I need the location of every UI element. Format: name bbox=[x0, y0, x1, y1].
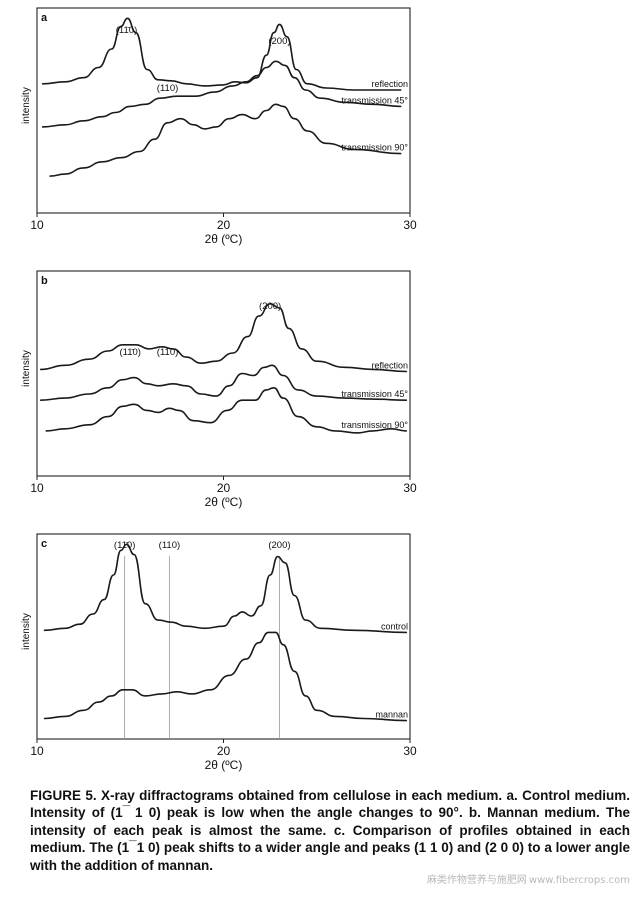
x-tick-label: 30 bbox=[403, 218, 417, 232]
x-tick-label: 10 bbox=[30, 218, 44, 232]
caption-text: X-ray diffractograms obtained from cellu… bbox=[30, 788, 630, 873]
series-label: transmission 90° bbox=[341, 420, 408, 430]
series-line-transmission-90- bbox=[45, 387, 408, 434]
watermark: 麻类作物营养与施肥网 www.fibercrops.com bbox=[425, 871, 630, 886]
plot-frame bbox=[36, 7, 411, 214]
panel-c: c 10 20 30 2θ (ºC) intensity (11̄0) (110) (200) c… bbox=[0, 526, 640, 781]
series-label: mannan bbox=[375, 710, 408, 720]
panel-b: b 10 20 30 2θ (ºC) intensity (11̄0) (110) (200) r… bbox=[0, 263, 640, 518]
panel-letter: c bbox=[41, 538, 47, 550]
peak-label: (110) bbox=[157, 83, 178, 94]
x-tick-label: 20 bbox=[217, 744, 231, 758]
x-axis-label: 2θ (ºC) bbox=[205, 758, 243, 772]
peak-label: (11̄0) bbox=[120, 347, 141, 358]
series-line-reflection bbox=[39, 303, 408, 373]
watermark-cn: 麻类作物营养与施肥网 bbox=[426, 875, 527, 886]
x-tick-label: 20 bbox=[217, 218, 231, 232]
series-line-transmission-90- bbox=[49, 103, 402, 177]
panel-letter: a bbox=[41, 12, 48, 24]
y-axis-label: intensity bbox=[21, 350, 32, 387]
series-label: control bbox=[381, 621, 408, 631]
series-line-reflection bbox=[41, 17, 402, 91]
series-label: transmission 90° bbox=[341, 143, 408, 153]
figure-caption: FIGURE 5. X-ray diffractograms obtained … bbox=[30, 787, 630, 874]
x-tick-label: 10 bbox=[30, 481, 44, 495]
series-line-control bbox=[43, 543, 408, 634]
watermark-url: www.fibercrops.com bbox=[528, 875, 630, 886]
series-label: transmission 45° bbox=[341, 95, 408, 105]
panel-a: a 10 20 30 2θ (ºC) intensity (11̄0) (110) (200) r… bbox=[0, 0, 640, 255]
y-axis-label: intensity bbox=[21, 87, 32, 124]
peak-label: (110) bbox=[157, 347, 178, 358]
series-label: transmission 45° bbox=[341, 389, 408, 399]
series-label: reflection bbox=[371, 360, 408, 370]
plot-frame bbox=[36, 270, 411, 477]
peak-label: (200) bbox=[268, 36, 290, 47]
peak-label: (11̄0) bbox=[116, 25, 137, 36]
series-label: reflection bbox=[371, 79, 408, 89]
caption-label: FIGURE 5. bbox=[30, 788, 97, 803]
panel-letter: b bbox=[41, 275, 48, 287]
series-line-mannan bbox=[43, 631, 408, 722]
peak-label: (200) bbox=[268, 540, 290, 551]
y-axis-label: intensity bbox=[21, 613, 32, 650]
x-tick-label: 30 bbox=[403, 744, 417, 758]
series-line-transmission-45- bbox=[41, 60, 402, 128]
plot-frame bbox=[36, 533, 411, 740]
peak-label: (200) bbox=[259, 301, 281, 312]
x-axis-label: 2θ (ºC) bbox=[205, 232, 243, 246]
series-line-transmission-45- bbox=[39, 364, 408, 401]
x-tick-label: 10 bbox=[30, 744, 44, 758]
chart-a-svg: a 10 20 30 2θ (ºC) intensity (11̄0) (110) (200) r… bbox=[21, 7, 417, 246]
x-tick-label: 30 bbox=[403, 481, 417, 495]
x-tick-label: 20 bbox=[217, 481, 231, 495]
chart-b-svg: b 10 20 30 2θ (ºC) intensity (11̄0) (110) (200) r… bbox=[21, 270, 417, 509]
x-axis-label: 2θ (ºC) bbox=[205, 495, 243, 509]
peak-label: (110) bbox=[159, 540, 180, 551]
